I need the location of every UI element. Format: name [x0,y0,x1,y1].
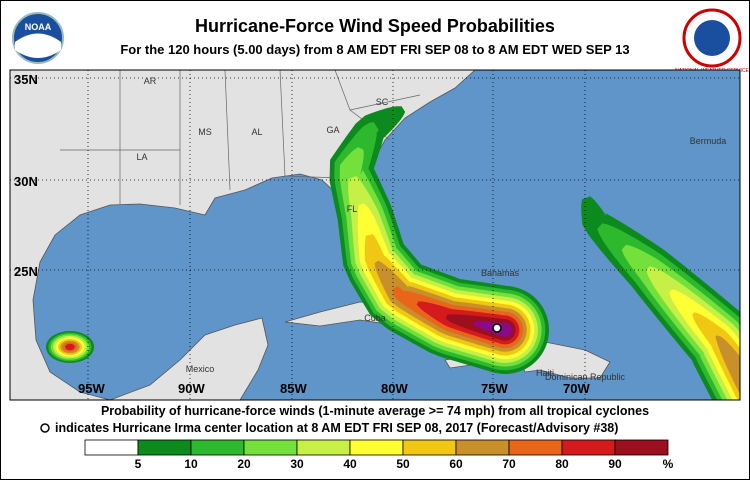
scale-box [191,440,244,455]
footer-line: Probability of hurricane-force winds (1-… [101,404,649,418]
scale-box [350,440,403,455]
place-label: SC [376,97,389,107]
scale-label: 5 [135,457,142,471]
scale-label: 60 [449,457,463,471]
place-label: Bahamas [481,268,520,278]
lat-label: 30N [14,174,38,189]
lat-label: 35N [14,72,38,87]
place-label: GA [326,125,339,135]
lon-label: 95W [78,381,105,396]
center-symbol [41,424,49,432]
scale-label: 50 [396,457,410,471]
scale-box [297,440,350,455]
place-label: Bermuda [690,136,727,146]
scale-label: 40 [343,457,357,471]
scale-label: 30 [290,457,304,471]
place-label: MS [198,127,212,137]
noaa-logo: NOAA [13,13,63,63]
footer-line: indicates Hurricane Irma center location… [55,421,618,435]
scale-label: 80 [555,457,569,471]
scale-box [85,440,138,455]
place-label: Mexico [186,364,215,374]
scale-box [615,440,668,455]
probability-band [65,344,75,350]
scale-box [138,440,191,455]
scale-label: % [663,457,674,471]
scale-label: 20 [237,457,251,471]
scale-box [562,440,615,455]
lon-label: 90W [178,381,205,396]
title: Hurricane-Force Wind Speed Probabilities [195,16,555,36]
place-label: AR [144,76,157,86]
place-label: LA [136,152,147,162]
scale-label: 90 [608,457,622,471]
lon-label: 85W [280,381,307,396]
scale-label: 70 [502,457,516,471]
lon-label: 70W [563,381,590,396]
place-label: AL [251,127,262,137]
lon-label: 75W [481,381,508,396]
scale-box [403,440,456,455]
irma-center [493,324,501,332]
lon-label: 80W [381,381,408,396]
scale-box [244,440,297,455]
subtitle: For the 120 hours (5.00 days) from 8 AM … [120,42,629,57]
logo-text: NOAA [25,22,52,32]
lat-label: 25N [14,264,38,279]
place-label: FL [347,204,358,214]
scale-label: 10 [184,457,198,471]
scale-box [456,440,509,455]
scale-box [509,440,562,455]
place-label: Cuba [364,313,386,323]
